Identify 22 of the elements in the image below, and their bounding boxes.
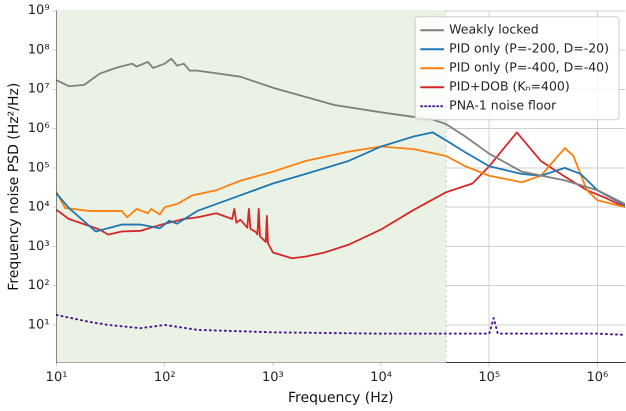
legend-label: PNA-1 noise floor: [449, 98, 558, 113]
y-tick-label: 10⁵: [28, 160, 50, 176]
y-tick-label: 10¹: [28, 317, 50, 332]
x-axis-title: Frequency (Hz): [288, 390, 394, 406]
y-tick-label: 10⁸: [28, 42, 50, 58]
y-tick-label: 10³: [28, 238, 50, 254]
legend-label: Weakly locked: [449, 22, 539, 37]
legend-label: PID+DOB (Kₙ=400): [449, 78, 570, 94]
x-tick-label: 10⁴: [370, 370, 392, 385]
y-tick-label: 10⁹: [28, 3, 50, 18]
y-tick-label: 10²: [28, 278, 50, 294]
legend-label: PID only (P=-400, D=-40): [449, 60, 610, 75]
y-axis-title: Frequency noise PSD (Hz²/Hz): [6, 82, 22, 291]
legend-label: PID only (P=-200, D=-20): [449, 40, 610, 56]
x-tick-label: 10²: [154, 370, 176, 385]
y-tick-label: 10⁴: [28, 200, 50, 215]
x-tick-label: 10⁵: [478, 370, 500, 385]
y-tick-label: 10⁷: [28, 82, 50, 97]
x-tick-label: 10¹: [46, 370, 68, 385]
x-tick-label: 10³: [262, 370, 284, 385]
x-tick-label: 10⁶: [586, 370, 608, 385]
y-tick-label: 10⁶: [28, 120, 50, 136]
